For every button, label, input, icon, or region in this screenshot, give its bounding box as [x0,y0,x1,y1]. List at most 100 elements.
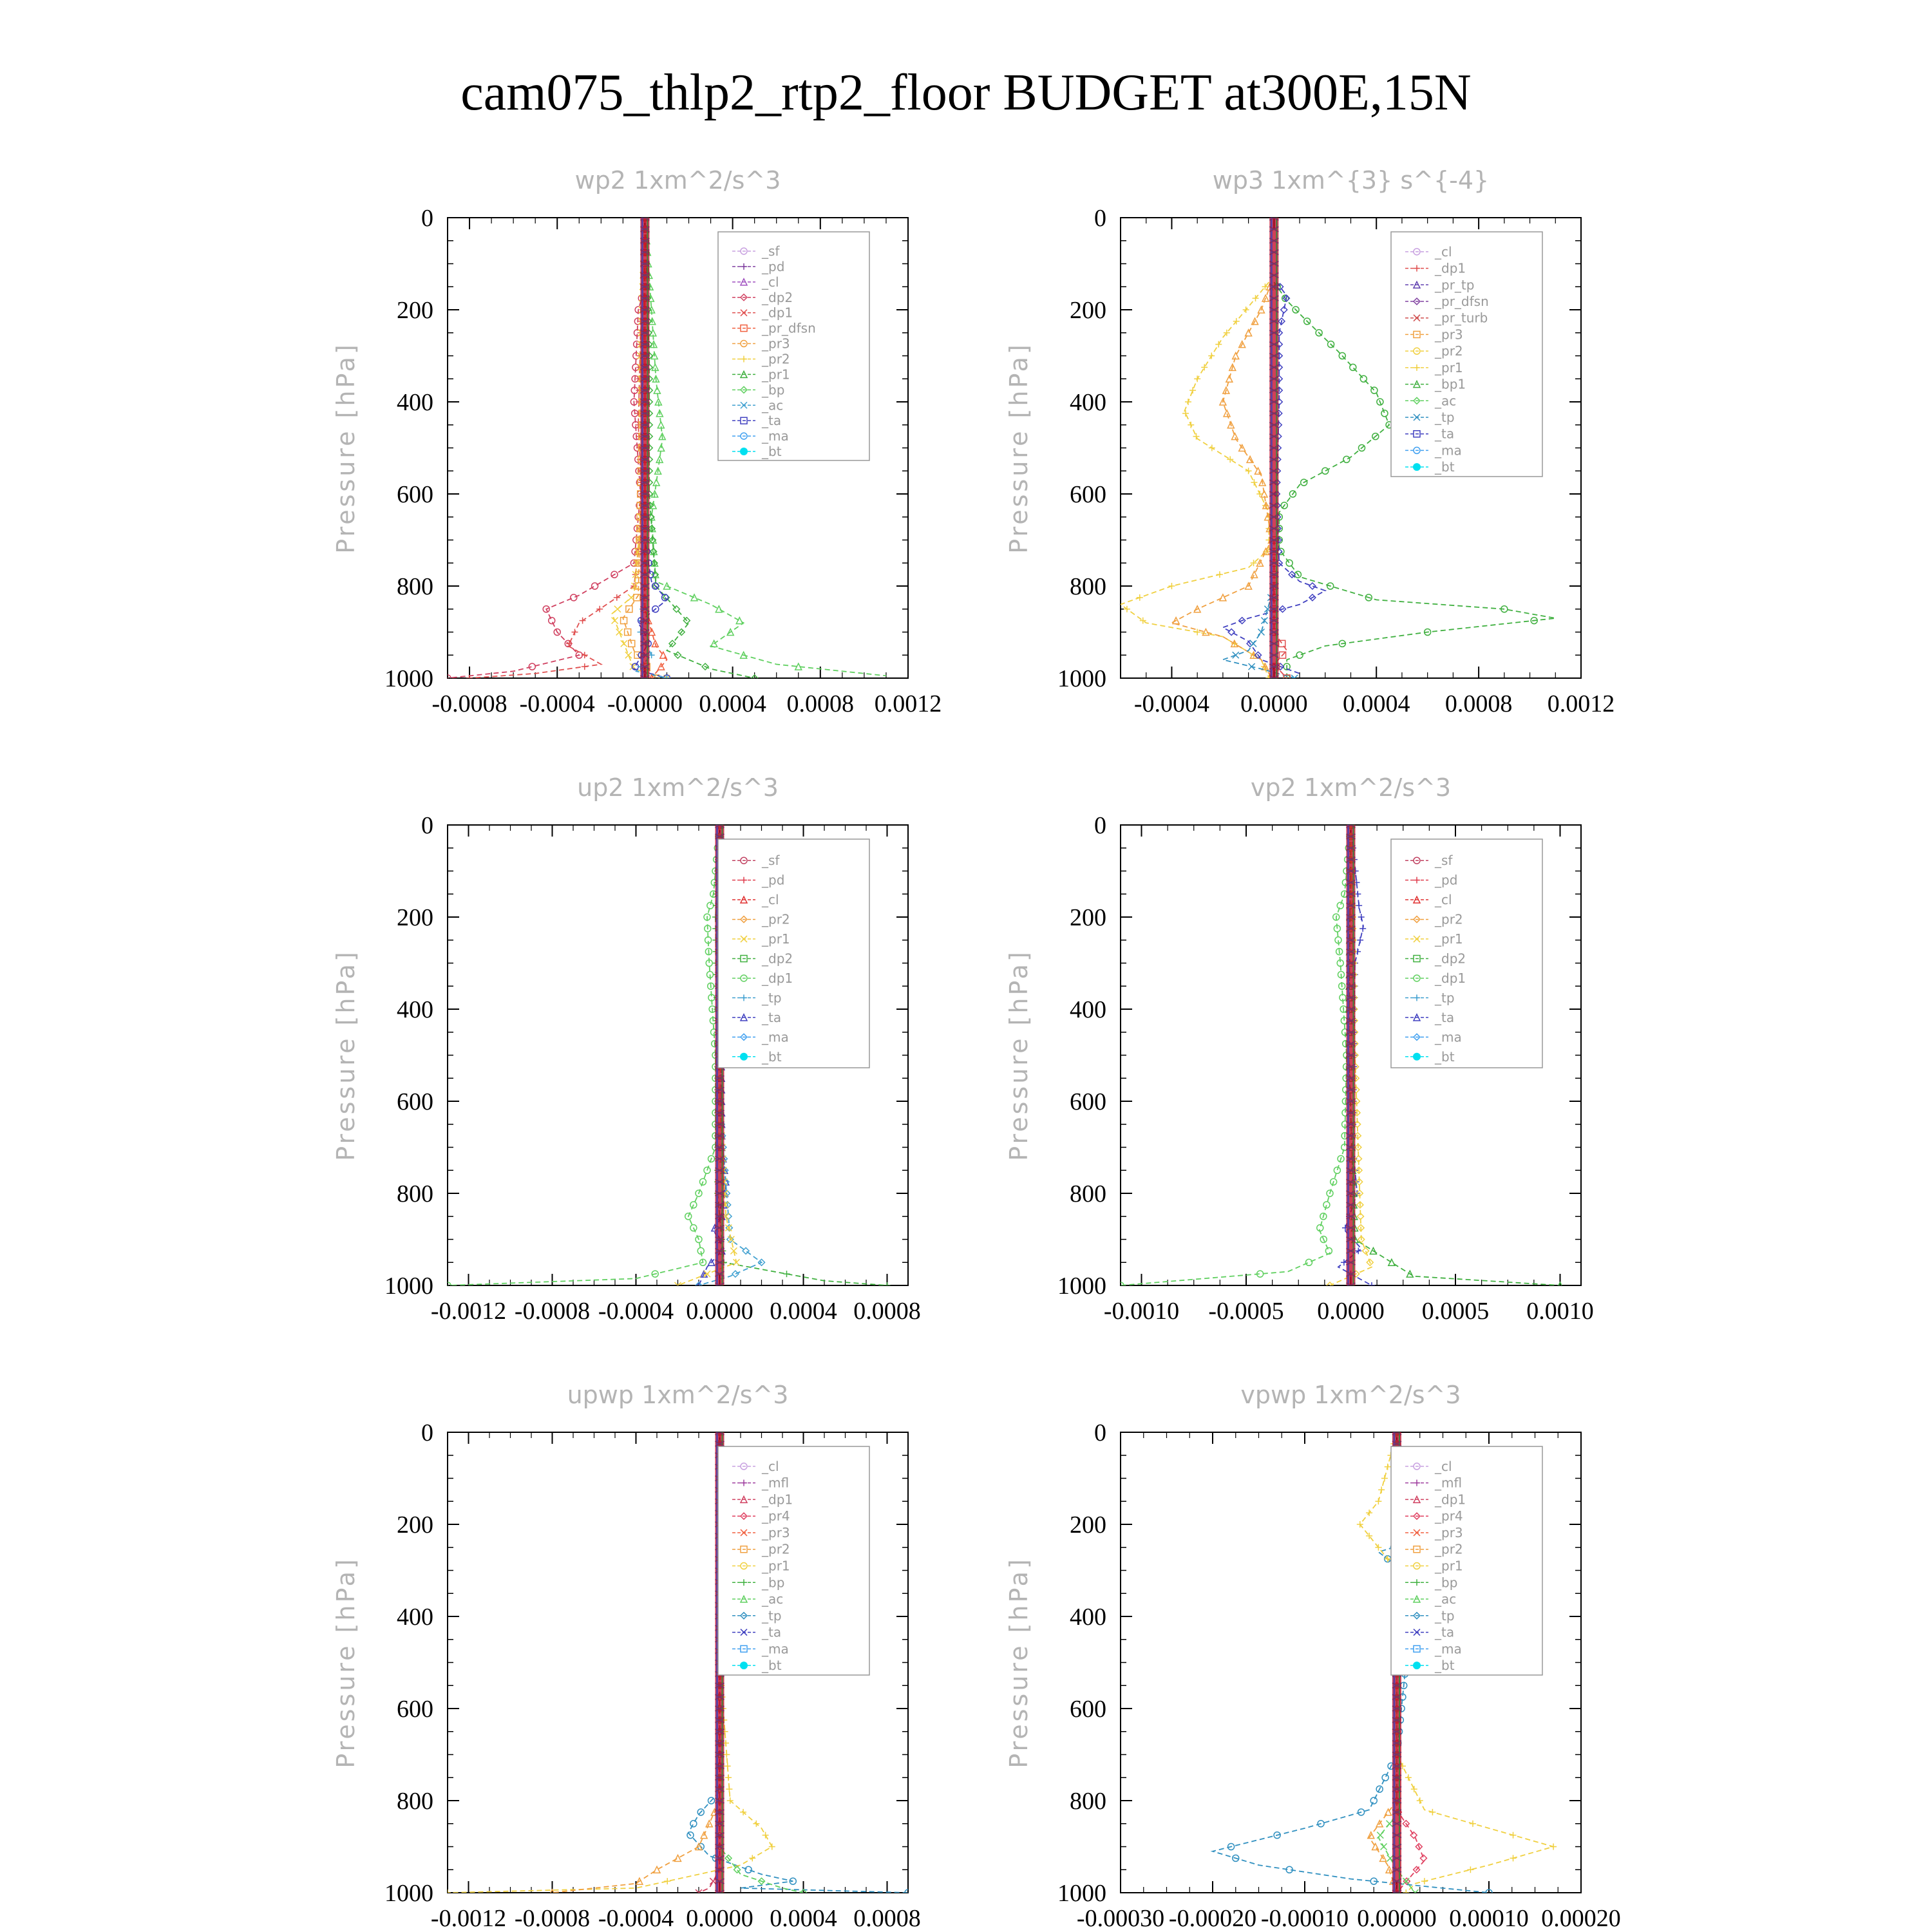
legend-label: _pr3 [761,1525,790,1540]
x-tick-label: -0.0004 [1134,690,1209,717]
legend-marker [739,293,748,301]
zero-line-marker [715,1705,724,1712]
series-point-pr3 [1264,513,1272,521]
zero-line-marker [715,1132,724,1139]
zero-line-marker [715,1432,724,1435]
zero-line-marker [1269,491,1279,497]
series-point-pr1 [701,663,710,671]
legend-label: _ma [1434,1029,1462,1045]
x-tick-label: 0.0012 [1548,690,1615,717]
legend-label: _pr4 [1434,1508,1463,1524]
series-point-pr2 [1405,1774,1412,1781]
zero-line-marker [639,341,650,348]
series-point-pr2 [1188,421,1195,428]
series-point-pr1 [677,628,686,636]
zero-line-marker [715,1247,724,1255]
series-point-dp1 [1278,651,1287,659]
series-point-dp2 [528,663,536,670]
legend-box [1390,838,1543,1068]
series-point-bp [1336,902,1344,909]
zero-line-marker [1269,433,1279,440]
series-point-tp [1291,674,1298,678]
series-point-bp [652,478,661,486]
series-point-pr3 [1218,397,1227,406]
zero-line-marker [639,329,650,336]
zero-line-marker [639,283,650,290]
series-point-pr3 [1228,363,1236,372]
legend-label: _tp [761,990,782,1005]
legend-marker [739,1013,748,1021]
series-point-bp1 [1343,455,1350,464]
zero-line-marker [639,663,650,670]
series-point-pr2 [730,1247,737,1255]
series-point-pr3 [1262,547,1270,556]
zero-line-marker [1392,1717,1402,1723]
x-tick-label: -0.0008 [515,1905,590,1932]
legend-marker [1413,857,1421,864]
series-point-pr3 [1244,328,1253,337]
series-point-bp [1326,1189,1334,1197]
legend-label: _sf [1434,853,1453,868]
series-point-dp1 [571,629,578,636]
series-point-bp1 [1321,467,1329,475]
series-point-pr2 [726,1786,733,1793]
series-point-pr2 [1208,444,1215,451]
zero-line-marker [1346,1006,1356,1012]
series-point-ta [1280,305,1288,314]
legend-label: _pr_tp [1434,277,1474,292]
series-point-bp1 [1303,317,1311,325]
series-point-bp [705,959,713,967]
series-point-bp [1333,1166,1341,1174]
series-point-pr2 [1357,1235,1365,1244]
zero-line-marker [639,352,650,359]
series-point-pr2 [724,1224,732,1232]
series-point-pr2 [1354,1132,1362,1140]
legend-label: _dp2 [1434,951,1466,967]
zero-line-marker [715,1213,724,1220]
series-point-bp [1333,925,1341,933]
zero-line-marker [1346,914,1356,920]
series-point-pr3 [652,674,660,678]
zero-line-marker [1269,560,1279,567]
series-point-pr3 [1375,1819,1384,1828]
legend: _sf _pd _cl _pr2 _pr1 _dp2 _dp1 _tp _ta _ma _bt [1390,838,1543,1068]
zero-line-marker [639,605,650,612]
panel-1: wp2 1xm^2/s^3 Pressure [hPa] 0 200 400 600 800… [332,166,942,717]
series-point-ac [694,1281,703,1285]
zero-line-marker [1392,1832,1402,1839]
y-axis-label: Pressure [hPa] [332,1557,360,1768]
zero-line-marker [715,1155,724,1162]
series-point-bp1 [1292,306,1300,314]
legend-marker [740,974,748,982]
series-point-ta [1308,593,1316,601]
x-tick-label: -0.0008 [515,1298,590,1325]
series-point-bp [651,1270,659,1278]
x-tick-label: 0.0004 [699,690,766,717]
series-point-pr3 [1244,582,1253,590]
series-point-bp [652,374,660,383]
legend: _cl_dp1_pr_tp _pr_dfsn_pr_turb_pr3_pr2_pr… [1390,231,1543,477]
zero-line-marker [1346,825,1356,828]
series-point-pr1 [648,524,656,533]
series-point-ta [1359,925,1367,932]
series-point-bp1 [1370,386,1378,394]
series-point-bp [1337,1155,1345,1163]
series-point-bp1 [1315,329,1323,337]
series-point-bp [715,605,723,613]
series-point-bp1 [1376,398,1384,406]
series-point-pr3 [1225,374,1234,383]
zero-line-marker [1346,1040,1356,1047]
series-line-dp2 [448,218,646,678]
zero-line-marker [715,1728,724,1735]
x-tick-label: -0.0004 [598,1905,674,1932]
series-point-pr3 [1261,662,1269,670]
zero-line-marker [639,272,650,279]
series-point-bp [1386,1820,1394,1828]
series-point-pr2 [727,1235,735,1244]
series-point-bp1 [1349,363,1357,372]
series-point-pr3 [1260,489,1269,498]
legend-marker [1413,314,1421,322]
y-tick-label: 400 [397,996,433,1023]
legend-label: _ta [1434,426,1454,442]
legend-marker [1412,1611,1421,1620]
